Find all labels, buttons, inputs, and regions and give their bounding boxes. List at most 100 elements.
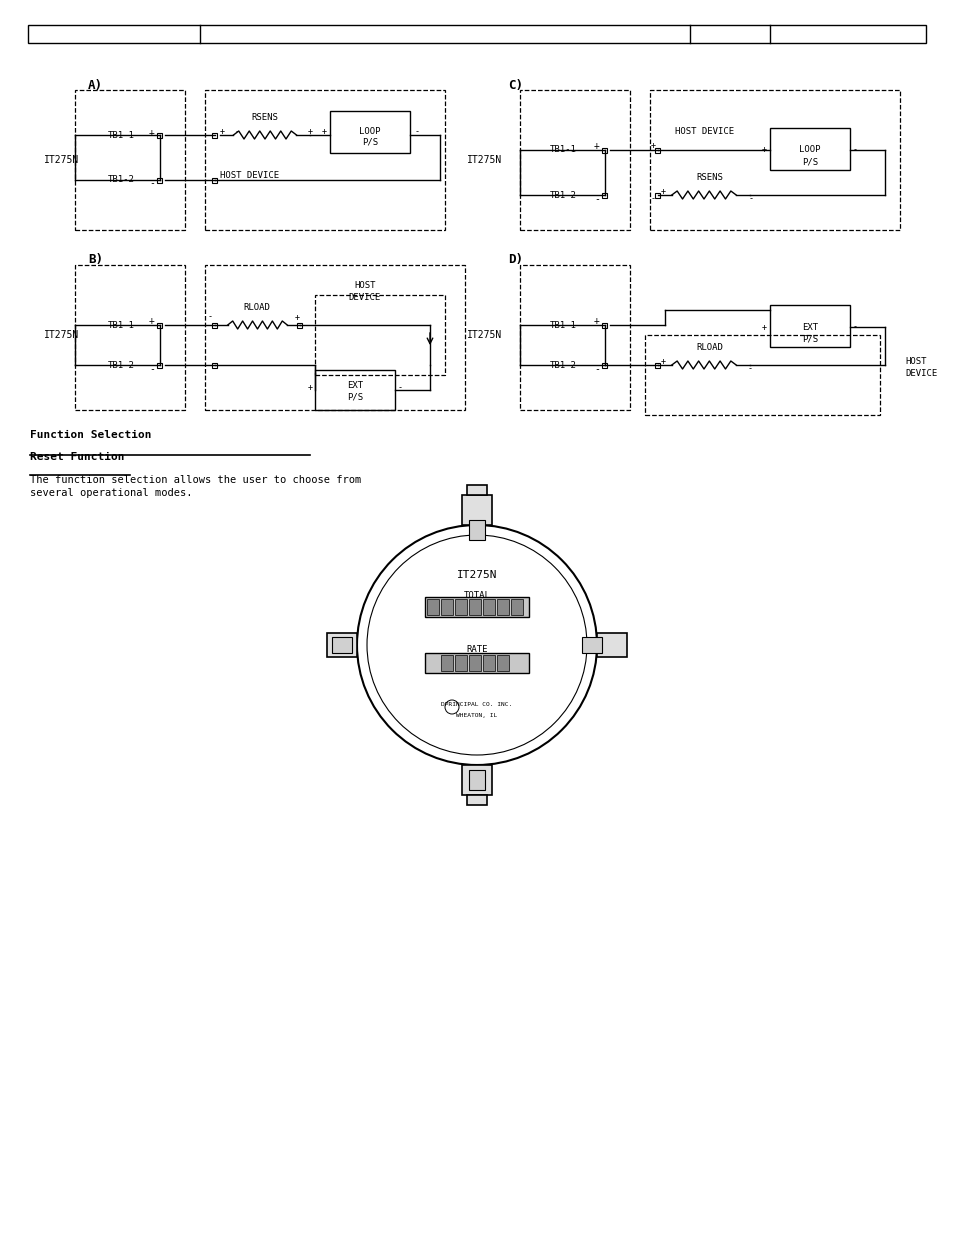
Bar <box>519 90 629 230</box>
Bar <box>75 90 185 230</box>
Text: TB1-1: TB1-1 <box>108 321 134 330</box>
Bar <box>511 599 522 615</box>
Text: +: + <box>760 146 765 154</box>
Bar <box>602 322 607 327</box>
Bar <box>455 599 467 615</box>
Bar <box>769 128 849 170</box>
Bar <box>469 769 484 790</box>
Bar <box>655 147 659 152</box>
Text: P/S: P/S <box>801 158 818 167</box>
Text: TB1-1: TB1-1 <box>550 146 577 154</box>
Bar <box>213 322 217 327</box>
Text: TB1-2: TB1-2 <box>550 190 577 200</box>
Text: LOOP: LOOP <box>799 146 820 154</box>
Text: The function selection allows the user to choose from: The function selection allows the user t… <box>30 475 361 485</box>
Text: EXT: EXT <box>347 380 363 389</box>
Bar <box>205 266 464 410</box>
Bar <box>655 193 659 198</box>
Bar <box>75 266 185 410</box>
Bar <box>297 322 302 327</box>
Bar <box>769 305 849 347</box>
Bar <box>482 599 495 615</box>
Text: +: + <box>294 312 299 321</box>
Text: -: - <box>852 322 857 331</box>
Text: -: - <box>594 364 599 374</box>
Text: -: - <box>234 127 239 137</box>
Bar <box>519 266 629 410</box>
Bar <box>213 132 217 137</box>
Bar <box>482 655 495 671</box>
Text: +: + <box>149 128 154 138</box>
Text: HOST DEVICE: HOST DEVICE <box>675 127 734 137</box>
Text: +: + <box>659 357 665 366</box>
Bar <box>330 111 410 153</box>
Text: HOST: HOST <box>354 280 375 289</box>
Bar <box>581 637 601 653</box>
Text: RSENS: RSENS <box>696 173 722 182</box>
Bar <box>213 178 217 183</box>
Bar <box>655 363 659 368</box>
Text: HOST: HOST <box>904 357 925 367</box>
Bar <box>157 132 162 137</box>
Text: TB1-1: TB1-1 <box>108 131 134 140</box>
Text: WHEATON, IL: WHEATON, IL <box>456 713 497 718</box>
Text: -: - <box>149 364 154 374</box>
Text: +: + <box>650 142 655 151</box>
Text: B): B) <box>88 253 103 267</box>
Bar <box>602 363 607 368</box>
Bar <box>602 193 607 198</box>
Text: P/S: P/S <box>801 335 818 343</box>
Bar <box>469 655 480 671</box>
Bar <box>440 599 453 615</box>
Bar <box>157 322 162 327</box>
Text: +: + <box>659 186 665 195</box>
Text: DEVICE: DEVICE <box>349 293 381 301</box>
Text: P/S: P/S <box>347 393 363 401</box>
Text: IT275N: IT275N <box>45 330 79 340</box>
Text: +: + <box>307 384 313 393</box>
Bar <box>461 764 492 795</box>
Text: -: - <box>397 384 402 393</box>
Text: DEVICE: DEVICE <box>904 369 936 378</box>
Bar <box>332 637 352 653</box>
Bar <box>469 520 484 540</box>
Bar <box>28 25 925 43</box>
Text: IT275N: IT275N <box>467 156 502 165</box>
Text: -: - <box>414 127 419 137</box>
Text: DPRINCIPAL CO. INC.: DPRINCIPAL CO. INC. <box>441 703 512 708</box>
Bar <box>469 599 480 615</box>
Text: IT275N: IT275N <box>45 156 79 165</box>
Bar <box>424 597 529 618</box>
Bar <box>461 495 492 525</box>
Bar <box>314 370 395 410</box>
Bar <box>440 655 453 671</box>
Text: RLOAD: RLOAD <box>243 303 270 311</box>
Text: P/S: P/S <box>361 137 377 147</box>
Bar <box>314 295 444 375</box>
Bar <box>497 655 509 671</box>
Text: A): A) <box>88 79 103 91</box>
Text: Reset Function: Reset Function <box>30 452 125 462</box>
Text: EXT: EXT <box>801 322 818 331</box>
Text: -: - <box>149 178 154 188</box>
Text: -: - <box>208 312 213 321</box>
Bar <box>597 634 626 657</box>
Bar <box>327 634 356 657</box>
Text: -: - <box>748 194 753 204</box>
Text: -: - <box>594 194 599 204</box>
Text: C): C) <box>507 79 522 91</box>
Text: +: + <box>149 316 154 326</box>
Bar <box>424 653 529 673</box>
Bar <box>157 178 162 183</box>
Bar <box>649 90 899 230</box>
Text: +: + <box>321 127 326 137</box>
Text: RSENS: RSENS <box>252 112 278 121</box>
Text: RATE: RATE <box>466 646 487 655</box>
Bar <box>157 363 162 368</box>
Bar <box>205 90 444 230</box>
Text: several operational modes.: several operational modes. <box>30 488 193 498</box>
Text: TB1-2: TB1-2 <box>550 361 577 369</box>
Bar <box>497 599 509 615</box>
Bar <box>427 599 438 615</box>
Text: RLOAD: RLOAD <box>696 342 722 352</box>
